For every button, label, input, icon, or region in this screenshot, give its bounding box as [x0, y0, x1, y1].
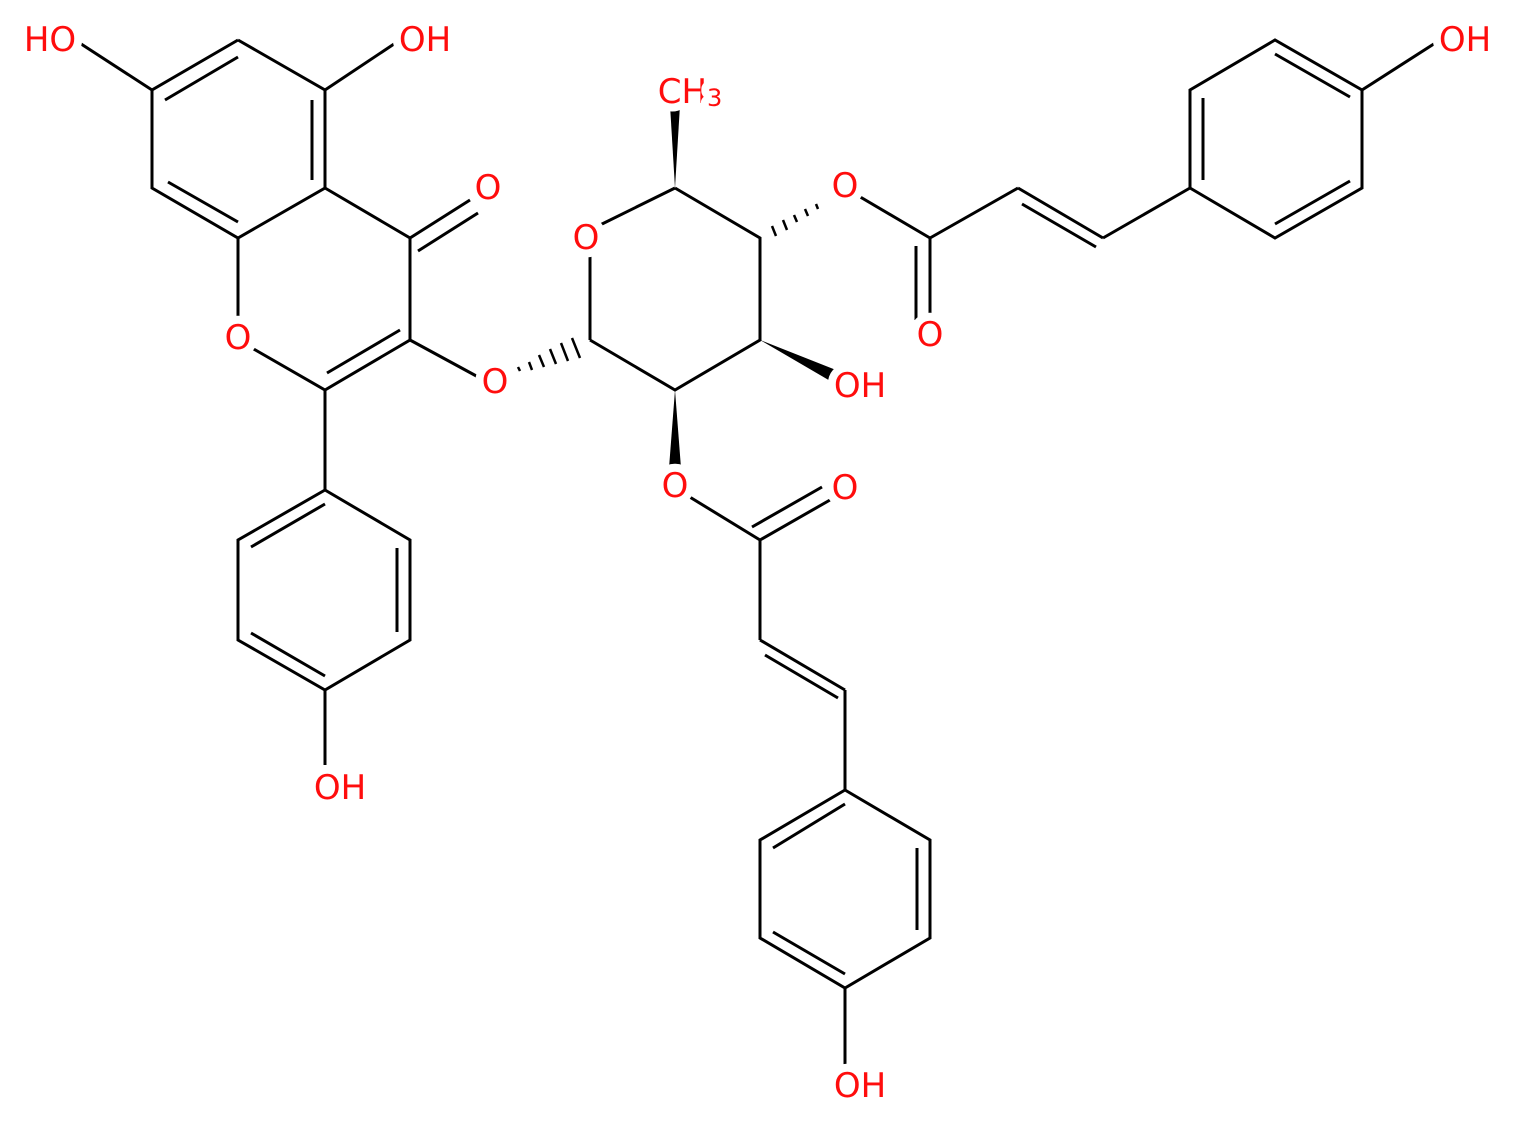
wedges: [516, 105, 836, 468]
atom-label: O: [475, 168, 502, 208]
atom-label-subscript: 3: [707, 84, 722, 112]
atom-label: O: [225, 318, 252, 358]
atom-label: CH3: [658, 72, 723, 112]
atom-label: HO: [24, 20, 76, 60]
atom-label: O: [917, 315, 944, 355]
atom-label: O: [573, 218, 600, 258]
atom-label: OH: [314, 768, 366, 808]
atom-label: O: [832, 166, 859, 206]
atom-label: OH: [1439, 20, 1491, 60]
atom-label: OH: [834, 1066, 886, 1106]
atom-label: O: [832, 468, 859, 508]
atom-label: O: [662, 466, 689, 506]
atom-label-text: CH: [658, 72, 707, 112]
atom-label: OH: [399, 20, 451, 60]
atom-label: O: [482, 362, 509, 402]
atom-label: OH: [834, 366, 886, 406]
atom-labels: HO OH O O O O CH3 O O OH O O OH OH OH: [16, 12, 1499, 1114]
bonds: [74, 38, 1441, 1065]
